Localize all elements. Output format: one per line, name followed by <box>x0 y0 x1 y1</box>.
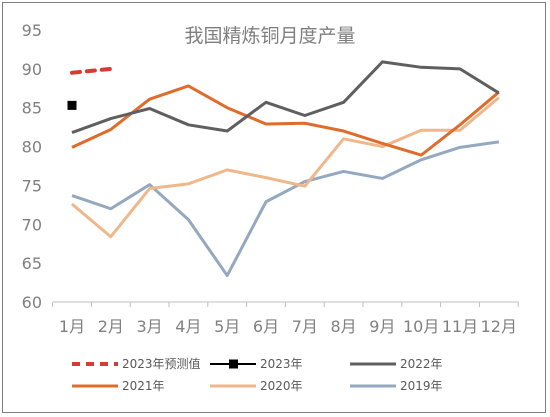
legend-label-2023: 2023年预测值 <box>122 356 201 371</box>
y-tick-label: 75 <box>22 176 42 195</box>
y-tick-label: 95 <box>22 21 42 40</box>
plot-lines <box>67 60 500 278</box>
y-tick-label: 90 <box>22 60 42 79</box>
legend-marker-2023 <box>229 359 238 369</box>
x-tick-label: 11月 <box>442 317 478 336</box>
series-2022-line <box>71 60 500 134</box>
x-tick-label: 9月 <box>369 317 395 336</box>
x-tick-label: 12月 <box>481 317 517 336</box>
legend-label-2021: 2021年 <box>122 379 165 393</box>
x-tick-label: 2月 <box>98 317 124 336</box>
legend-label-2023: 2023年 <box>260 357 303 371</box>
x-tick-label: 5月 <box>214 317 240 336</box>
legend-label-2020: 2020年 <box>260 379 303 393</box>
y-axis: 60 65 70 75 80 85 90 95 <box>22 21 42 312</box>
series-2019-line <box>71 140 500 278</box>
x-tick-label: 3月 <box>137 317 163 336</box>
series-2023-marker <box>67 100 77 110</box>
x-tick-label: 1月 <box>59 317 85 336</box>
y-tick-label: 65 <box>22 254 42 273</box>
x-tick-label: 4月 <box>175 317 201 336</box>
legend-label-2019: 2019年 <box>400 379 443 393</box>
legend-label-2022: 2022年 <box>400 357 443 371</box>
y-tick-label: 60 <box>22 293 42 312</box>
legend: 2023年预测值 2023年 2022年 2021年 2020年 2019年 <box>72 356 443 393</box>
chart-title: 我国精炼铜月度产量 <box>184 25 355 47</box>
series-2020-line <box>71 96 500 239</box>
series-2021-line <box>71 84 500 157</box>
x-axis: 1月 2月 3月 4月 5月 6月 7月 8月 9月 10月 11月 12月 <box>52 301 519 336</box>
x-tick-label: 10月 <box>403 317 439 336</box>
y-tick-label: 85 <box>22 99 42 118</box>
x-tick-label: 7月 <box>292 317 318 336</box>
x-tick-label: 8月 <box>331 317 357 336</box>
y-tick-label: 80 <box>22 138 42 157</box>
x-tick-label: 6月 <box>253 317 279 336</box>
y-tick-label: 70 <box>22 215 42 234</box>
series-2023-forecast-line <box>70 66 113 75</box>
